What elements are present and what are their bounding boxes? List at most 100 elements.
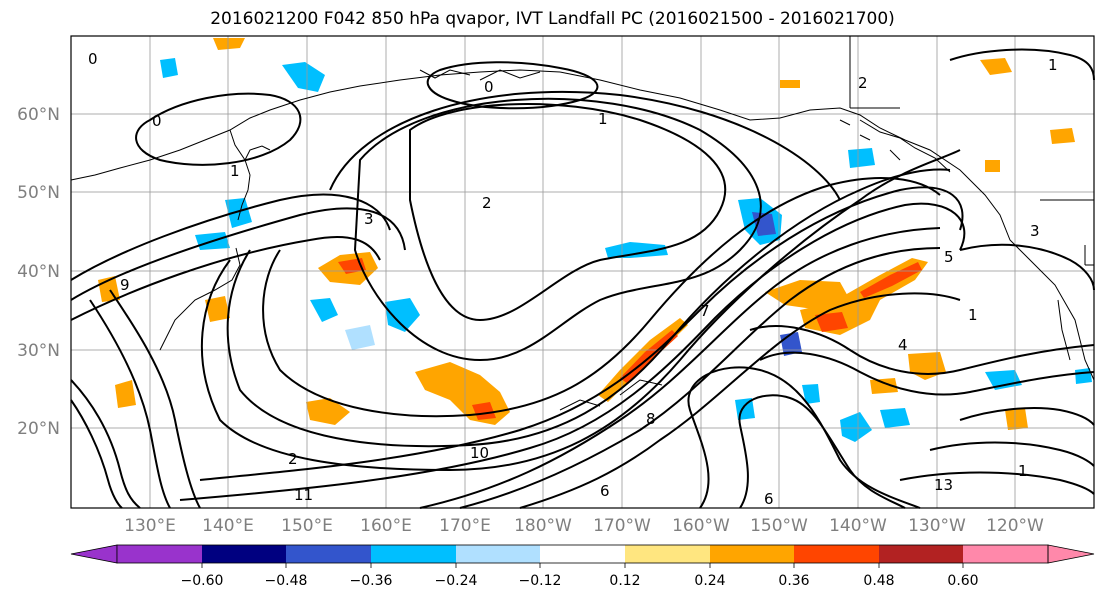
contour-label: 2 [288,450,298,468]
contour-label: 10 [470,444,489,462]
latitude-labels: 60°N 50°N 40°N 30°N 20°N [17,105,60,439]
lat-label: 50°N [17,183,60,203]
contour-label: 0 [152,112,162,130]
colorbar-tick-label: 0.36 [778,573,809,589]
shade-patch [306,398,350,425]
colorbar-segment [625,545,710,563]
shade-patch [213,38,245,50]
contour-label: 13 [934,476,953,494]
colorbar: −0.60 −0.48 −0.36 −0.24 −0.12 0.12 0.24 … [70,544,1095,589]
contour-label: 6 [764,490,774,508]
contour-label: 11 [294,486,313,504]
contour-label: 1 [230,162,240,180]
colorbar-tick-label: −0.24 [435,573,478,589]
colorbar-segment [371,545,456,563]
shade-patch [985,160,1000,172]
lon-label: 170°W [593,516,651,536]
colorbar-tick-label: 0.24 [694,573,725,589]
colorbar-min-extend [70,544,118,564]
longitude-labels: 130°E 140°E 150°E 160°E 170°E 180°W 170°… [124,516,1044,536]
contour-label: 9 [120,276,130,294]
colorbar-tick-label: 0.60 [947,573,978,589]
colorbar-segment [879,545,963,563]
contour-label: 1 [1018,462,1028,480]
shade-patch [985,370,1022,390]
lon-label: 130°E [124,516,176,536]
shade-patch [115,380,136,408]
colorbar-segment [540,545,625,563]
contour-label: 8 [646,410,656,428]
colorbar-segment [456,545,540,563]
contour-label: 1 [598,110,608,128]
contour-labels: 0 0 0 1 1 1 2 2 2 3 3 4 5 6 7 8 9 10 11 … [88,50,1058,508]
ivt-contours [70,48,1095,509]
map-frame [70,35,1095,509]
contour-label: 5 [944,248,954,266]
colorbar-segment [117,545,202,563]
lon-label: 160°W [672,516,730,536]
colorbar-tick-label: −0.12 [519,573,562,589]
thin-contours [419,69,663,411]
contour-label: 0 [88,50,98,68]
lat-label: 40°N [17,262,60,282]
contour-label: 7 [700,302,710,320]
plot-title: 2016021200 F042 850 hPa qvapor, IVT Land… [210,9,895,29]
shade-patch [870,378,898,394]
shade-patch [282,62,325,92]
lon-label: 170°E [439,516,491,536]
lon-label: 120°W [986,516,1044,536]
colorbar-segment [710,545,794,563]
colorbar-tick-label: −0.48 [265,573,308,589]
shade-patch [780,80,800,88]
colorbar-tick-label: 0.12 [609,573,640,589]
colorbar-segment [202,545,286,563]
colorbar-tick-label: −0.36 [350,573,393,589]
contour-label: 3 [364,210,374,228]
shade-patch [310,298,338,322]
shade-patch [472,402,496,420]
boundaries [849,36,1094,266]
colorbar-max-extend [1047,544,1095,564]
shade-patch [605,242,668,258]
shade-patch [840,412,872,442]
colorbar-segment [286,545,371,563]
contour-label: 1 [968,306,978,324]
lat-label: 20°N [17,419,60,439]
contour-label: 6 [600,482,610,500]
shade-patch [345,325,375,350]
lon-label: 150°W [750,516,808,536]
shade-patch [385,298,420,332]
shade-patch [225,198,252,228]
lat-label: 60°N [17,105,60,125]
colorbar-segment [963,545,1048,563]
coastlines [70,69,1095,381]
lon-label: 150°E [281,516,333,536]
shade-patch [848,148,875,168]
map-background [71,36,1094,508]
shade-patch [802,384,820,404]
shade-patch [815,312,848,332]
contour-label: 2 [482,194,492,212]
contour-label: 0 [484,78,494,96]
contour-label: 1 [1048,56,1058,74]
colorbar-tick-label: 0.48 [863,573,894,589]
lon-label: 140°W [829,516,887,536]
contour-label: 3 [1030,222,1040,240]
shade-patch [880,408,910,428]
lat-label: 30°N [17,341,60,361]
shade-patch [735,398,755,420]
colorbar-ticks [201,563,964,568]
shade-patch [1005,408,1028,430]
shade-patch [980,58,1012,75]
contour-label: 2 [858,74,868,92]
shade-patch [205,296,230,322]
shade-patch [160,58,178,78]
colorbar-frame [116,544,1049,564]
contour-label: 4 [898,336,908,354]
lon-label: 180°W [514,516,572,536]
lon-label: 130°W [908,516,966,536]
lon-label: 160°E [360,516,412,536]
map-panel [70,36,1095,509]
lon-label: 140°E [202,516,254,536]
